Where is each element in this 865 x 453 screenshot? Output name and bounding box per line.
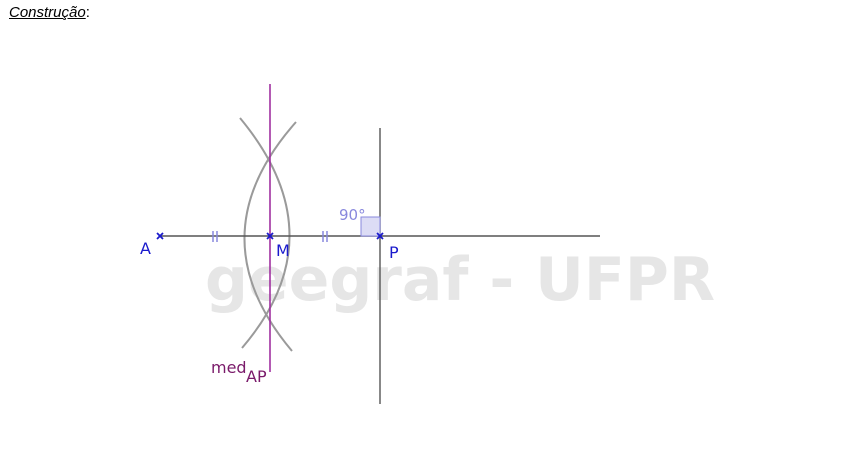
equal-tick-left	[212, 231, 218, 242]
construction-title: Construção:	[9, 4, 90, 21]
equal-tick-right	[322, 231, 328, 242]
title-colon: :	[85, 4, 90, 21]
label-med-subscript: AP	[246, 367, 267, 386]
label-p: P	[389, 243, 399, 262]
right-angle-marker	[360, 216, 381, 237]
label-med: med	[211, 358, 247, 377]
point-m-marker	[266, 232, 274, 240]
watermark-text: geegraf - UFPR	[205, 245, 715, 315]
arc-right	[239, 117, 291, 349]
label-m: M	[276, 241, 290, 260]
label-a: A	[140, 239, 151, 258]
point-a-marker	[156, 232, 164, 240]
label-angle: 90°	[339, 206, 366, 224]
point-p-marker	[376, 232, 384, 240]
title-text: Construção	[9, 4, 86, 21]
